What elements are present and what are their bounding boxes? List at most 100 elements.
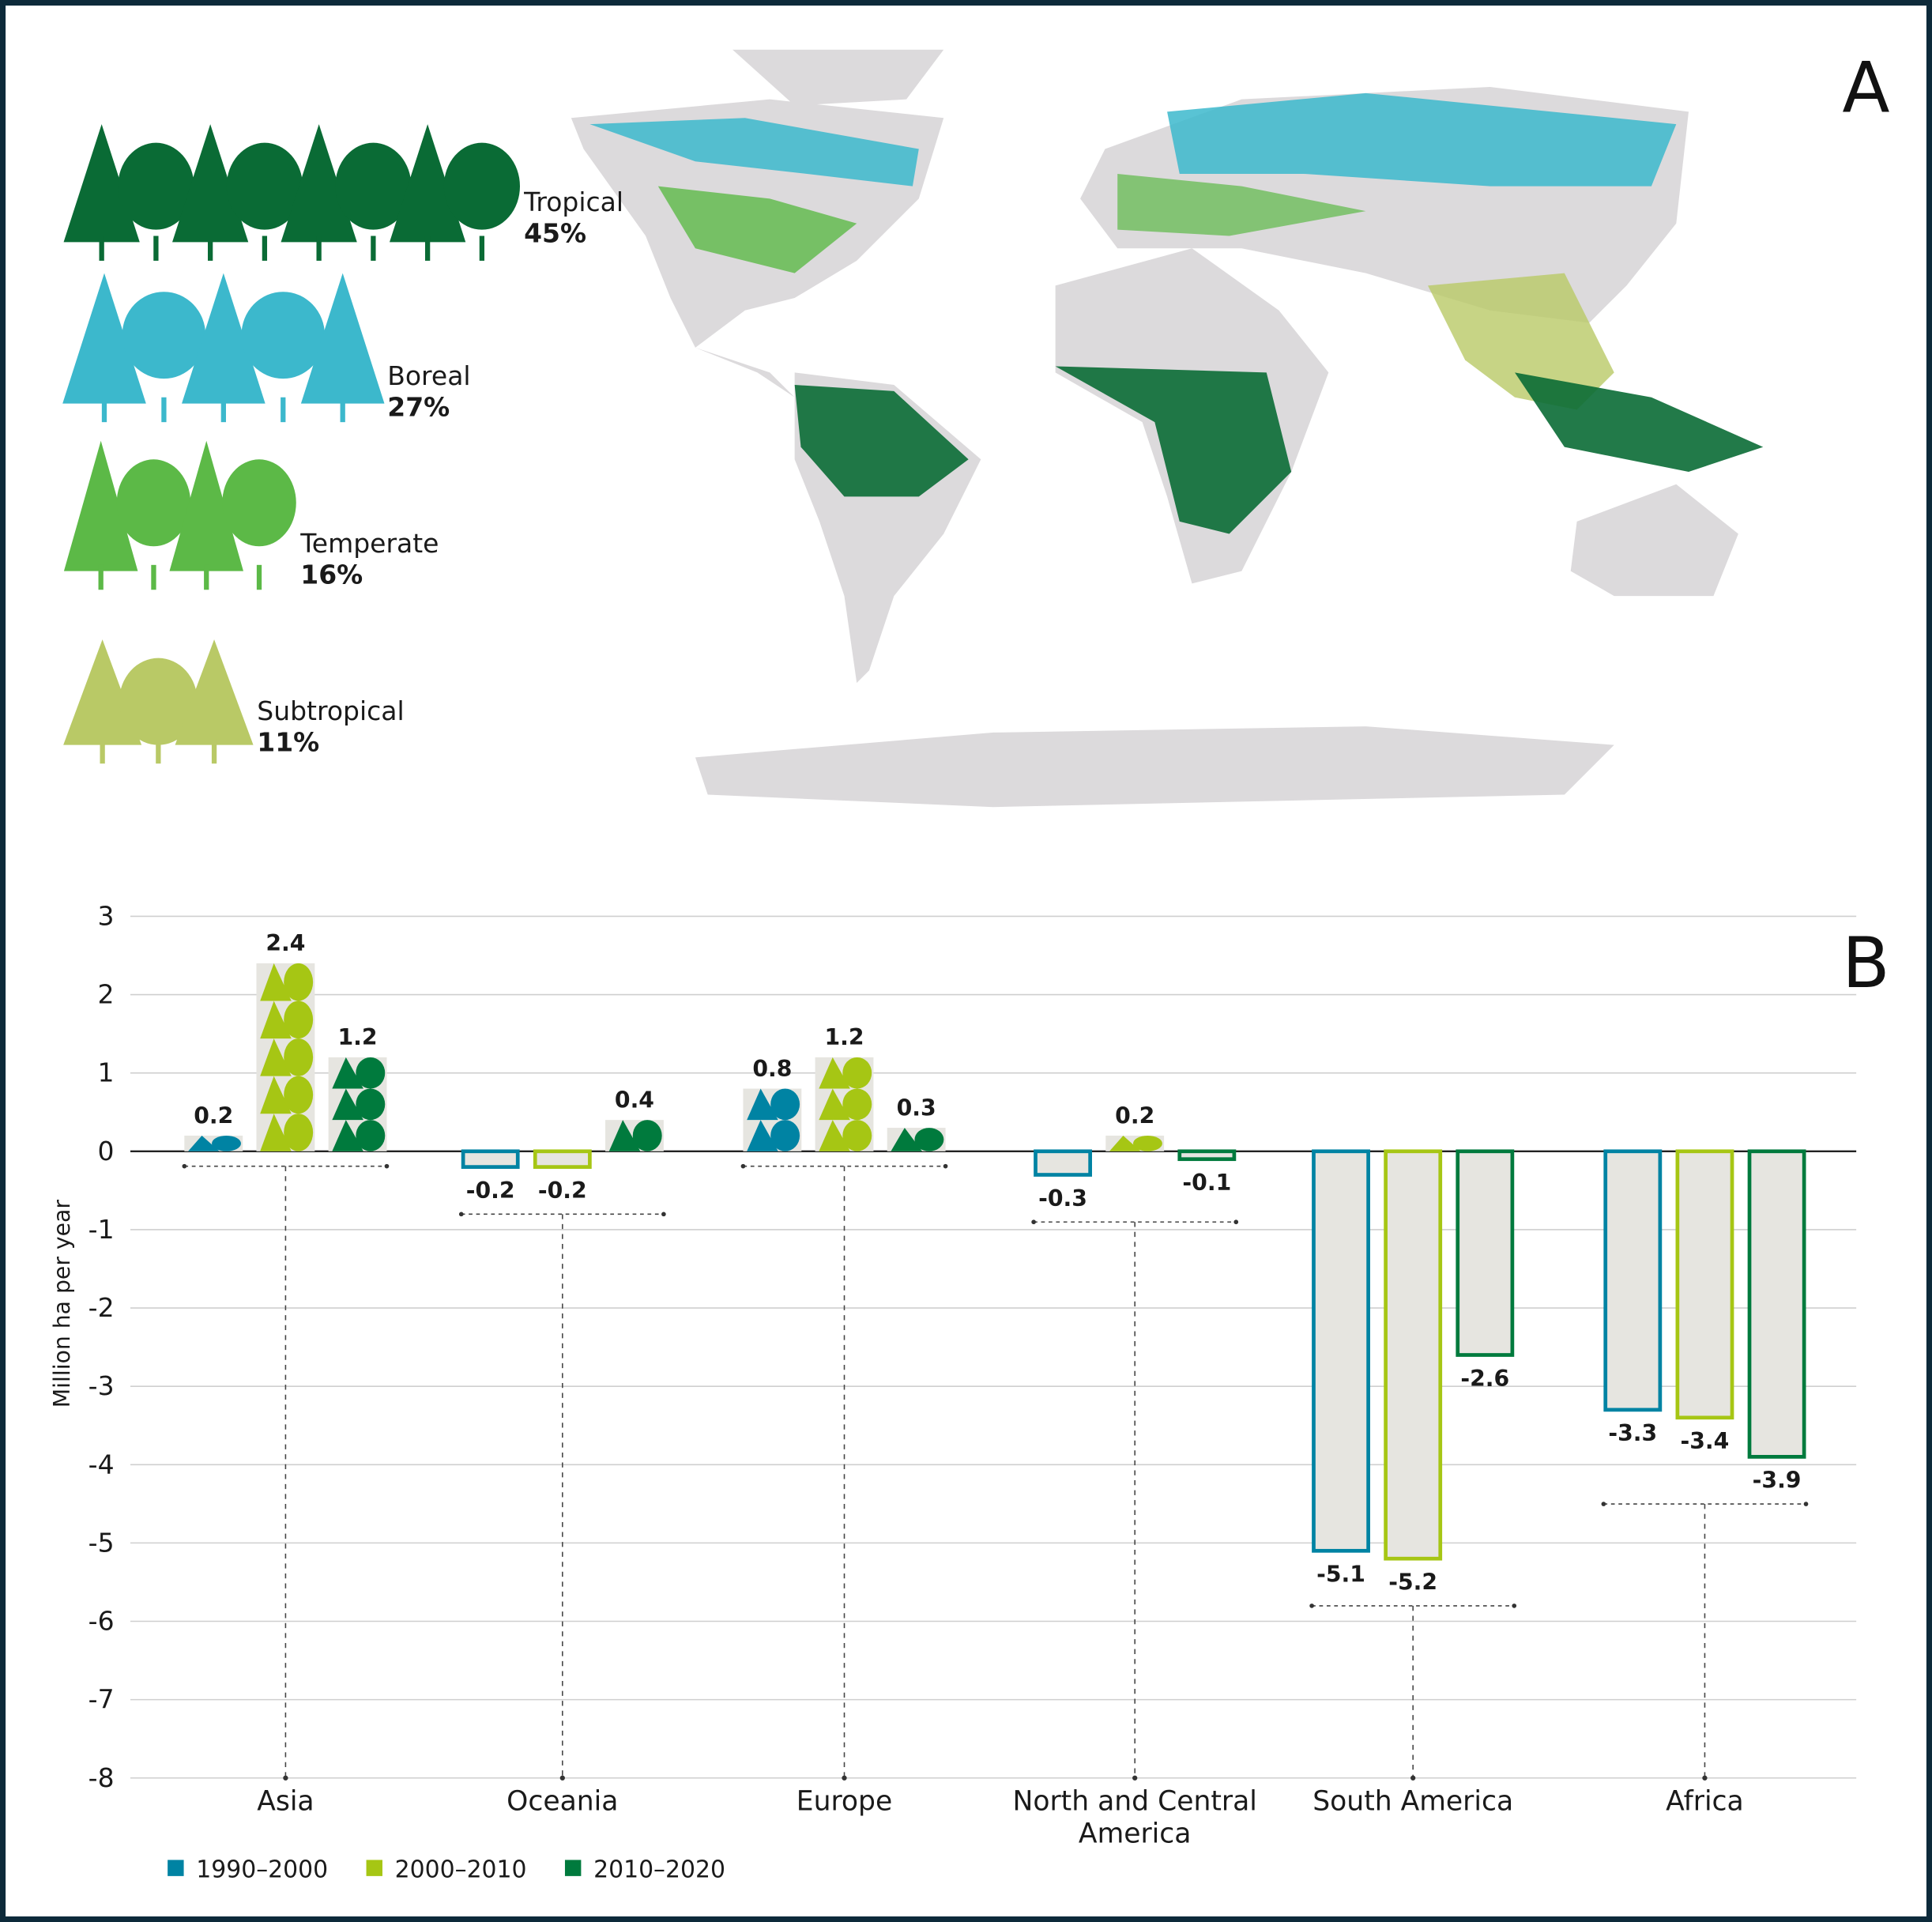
tree-icon xyxy=(819,1057,850,1089)
bar-1990–2000 xyxy=(1312,1149,1370,1553)
tree-icon xyxy=(842,1057,872,1089)
x-category-label: America xyxy=(1079,1818,1192,1849)
x-category-label: Asia xyxy=(257,1786,314,1818)
australia-land xyxy=(1570,484,1738,597)
data-label: 2.4 xyxy=(266,930,305,956)
data-label: -5.2 xyxy=(1388,1570,1437,1596)
tree-trunk-icon xyxy=(220,397,226,423)
legend-name: Boreal xyxy=(387,360,470,391)
legend-label: 2000–2010 xyxy=(395,1856,527,1883)
y-tick-label: -5 xyxy=(89,1527,115,1558)
bar-chart: B Million ha per year 3 2 1 0 -1 -2 -3 -4 -5 -6 -7… xyxy=(49,900,1890,1883)
bracket-end xyxy=(943,1163,948,1169)
world-forest-map: A xyxy=(472,37,1890,808)
tree-icon xyxy=(284,1076,314,1114)
legend-share: 11% xyxy=(257,726,319,757)
data-label: 1.2 xyxy=(338,1024,378,1050)
data-label: -0.2 xyxy=(466,1178,515,1204)
y-tick-label: 1 xyxy=(98,1057,115,1088)
tree-icon xyxy=(116,459,191,547)
tree-icon xyxy=(356,1120,386,1151)
y-tick-label: -4 xyxy=(89,1449,115,1479)
tree-icon xyxy=(300,273,385,404)
tree-icon xyxy=(281,124,357,243)
data-label: 0.2 xyxy=(1115,1102,1154,1129)
tree-trunk-icon xyxy=(340,397,345,423)
tree-icon xyxy=(819,1120,850,1151)
tree-icon xyxy=(63,639,142,745)
tree-icon xyxy=(63,124,140,243)
data-label: -3.3 xyxy=(1608,1420,1657,1446)
tree-trunk-icon xyxy=(151,564,156,590)
data-label: -0.3 xyxy=(1038,1185,1087,1212)
tree-icon xyxy=(819,1088,850,1121)
data-label: -3.4 xyxy=(1681,1428,1730,1454)
tree-icon xyxy=(188,1135,220,1151)
tree-icon xyxy=(212,1135,241,1151)
tree-icon xyxy=(891,1128,923,1151)
data-label: -2.6 xyxy=(1460,1366,1509,1392)
data-label: 0.3 xyxy=(897,1095,936,1121)
bracket-end xyxy=(1512,1604,1517,1608)
bar-1990–2000 xyxy=(1034,1149,1092,1177)
legend-share: 27% xyxy=(387,391,450,422)
forest-domain-legend: Tropical45%Boreal27%Temperate16%Subtropi… xyxy=(62,124,623,764)
tree-trunk-icon xyxy=(204,564,209,590)
bar-1990–2000 xyxy=(461,1149,520,1169)
data-label: -0.1 xyxy=(1182,1170,1231,1196)
subtropical-asia xyxy=(1428,273,1614,410)
bar-1990–2000 xyxy=(1603,1149,1663,1412)
tree-icon xyxy=(175,639,254,745)
tree-icon xyxy=(284,1001,314,1039)
y-tick-label: -7 xyxy=(89,1684,115,1715)
y-tick-label: -1 xyxy=(89,1214,115,1245)
axis-dot xyxy=(283,1775,288,1781)
tree-icon xyxy=(284,963,314,1001)
boreal-north-america xyxy=(589,118,919,187)
y-axis-label: Million ha per year xyxy=(49,1200,75,1408)
bar-2000–2010 xyxy=(1384,1149,1443,1561)
tree-icon xyxy=(770,1120,800,1151)
tree-trunk-icon xyxy=(479,236,485,261)
tree-trunk-icon xyxy=(316,236,322,261)
legend-name: Temperate xyxy=(299,528,439,559)
tree-icon xyxy=(182,273,266,404)
tree-trunk-icon xyxy=(424,236,431,261)
bracket-end xyxy=(661,1212,666,1217)
tree-icon xyxy=(260,1114,292,1151)
tree-icon xyxy=(119,658,198,745)
temperate-europe xyxy=(1117,173,1366,236)
tree-icon xyxy=(226,142,303,230)
bracket-end xyxy=(1601,1502,1606,1506)
bar-2000–2010 xyxy=(533,1149,592,1169)
tree-trunk-icon xyxy=(153,236,159,261)
tree-trunk-icon xyxy=(100,738,105,764)
axis-dot xyxy=(1132,1775,1138,1781)
x-category-label: North and Central xyxy=(1013,1786,1257,1818)
bracket-end xyxy=(740,1163,746,1169)
legend-name: Tropical xyxy=(523,187,623,217)
tree-icon xyxy=(172,124,249,243)
tree-trunk-icon xyxy=(371,236,376,261)
tree-icon xyxy=(608,1120,641,1151)
legend-label: 2010–2020 xyxy=(593,1856,725,1883)
x-category-label: Oceania xyxy=(507,1786,618,1818)
tree-icon xyxy=(747,1120,778,1151)
tree-icon xyxy=(63,440,138,571)
panel-b-label: B xyxy=(1842,922,1889,1004)
tree-trunk-icon xyxy=(262,236,268,261)
legend-share: 45% xyxy=(524,217,586,248)
axis-dot xyxy=(1410,1775,1416,1781)
tree-icon xyxy=(1109,1135,1141,1151)
data-label: -3.9 xyxy=(1753,1468,1802,1494)
axis-dot xyxy=(559,1775,565,1781)
tree-trunk-icon xyxy=(98,564,104,590)
bracket-end xyxy=(1803,1502,1809,1506)
y-tick-label: 2 xyxy=(98,979,115,1010)
legend-swatch xyxy=(168,1860,184,1876)
tree-trunk-icon xyxy=(281,397,286,423)
